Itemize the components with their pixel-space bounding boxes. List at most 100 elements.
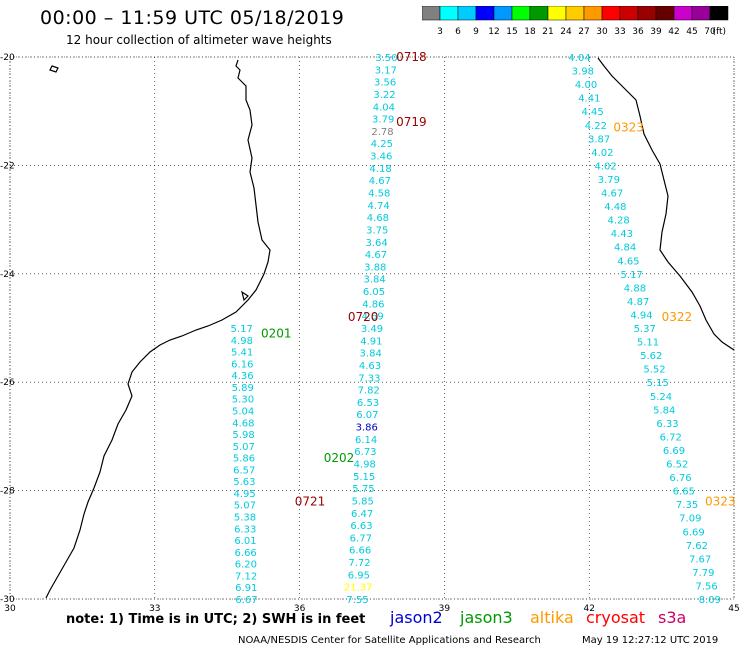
- altimeter-tracks: 3.503.173.563.224.043.792.784.253.464.18…: [231, 53, 721, 606]
- wave-height-value: 4.00: [575, 80, 597, 91]
- wave-height-value: 4.45: [581, 107, 603, 118]
- wave-height-value: 3.87: [588, 134, 610, 145]
- wave-height-value: 6.57: [233, 465, 255, 476]
- wave-height-value: 7.82: [358, 386, 380, 397]
- wave-height-value: 5.37: [634, 324, 656, 335]
- pass-time-label: 0322: [662, 310, 693, 324]
- wave-height-value: 7.56: [695, 581, 717, 592]
- wave-height-value: 3.22: [373, 90, 395, 101]
- wave-height-value: 6.95: [348, 570, 370, 581]
- color-scale-swatch: [475, 5, 495, 21]
- wave-height-value: 3.84: [363, 275, 385, 286]
- wave-height-value: 3.79: [372, 115, 394, 126]
- wave-height-value: 5.24: [650, 392, 672, 403]
- color-scale-label: 36: [632, 27, 644, 37]
- color-scale-swatch: [547, 5, 567, 21]
- color-scale-legend: 3 6 9 12 15 18 21 24 27 30 33 36 39 42 45 70 (ft): [421, 5, 732, 46]
- wave-height-value: 3.17: [375, 65, 397, 76]
- wave-height-value: 7.67: [689, 554, 711, 565]
- wave-height-value: 3.46: [370, 152, 392, 163]
- wave-height-value: 7.09: [679, 514, 701, 525]
- color-scale-label: 3: [437, 27, 443, 37]
- satellite-legend-cryosat: cryosat: [586, 608, 646, 627]
- color-scale-swatch: [673, 5, 693, 21]
- wave-height-value: 4.91: [360, 336, 382, 347]
- color-scale-swatch: [457, 5, 477, 21]
- wave-height-value: 6.69: [682, 527, 704, 538]
- satellite-legend-s3a: s3a: [658, 608, 687, 627]
- color-scale-label: 42: [668, 27, 679, 37]
- y-tick-label: -30: [0, 595, 15, 605]
- wave-height-value: 4.63: [359, 361, 381, 372]
- wave-height-value: 6.53: [357, 398, 379, 409]
- wave-height-value: 5.89: [232, 383, 254, 394]
- wave-height-value: 5.07: [233, 442, 255, 453]
- wave-height-value: 3.98: [572, 67, 594, 78]
- wave-height-value: 6.01: [234, 536, 256, 547]
- wave-height-value: 5.85: [352, 496, 374, 507]
- wave-height-value: 21.37: [344, 583, 373, 594]
- color-scale-label: 18: [524, 27, 536, 37]
- color-scale-label: 39: [650, 27, 662, 37]
- pass-time-label: 0323: [705, 494, 736, 508]
- wave-height-value: 7.33: [358, 373, 380, 384]
- wave-height-value: 6.47: [351, 509, 373, 520]
- wave-height-value: 4.68: [232, 418, 254, 429]
- color-scale-label: 30: [596, 27, 608, 37]
- x-tick-label: 39: [439, 604, 451, 614]
- x-tick-label: 30: [4, 604, 16, 614]
- color-scale-label: 24: [560, 27, 572, 37]
- color-scale-swatch: [529, 5, 549, 21]
- wave-height-value: 3.88: [364, 262, 386, 273]
- satellite-legend-altika: altika: [530, 608, 574, 627]
- wave-height-value: 7.55: [346, 595, 368, 606]
- wave-height-value: 6.76: [669, 473, 691, 484]
- color-scale-label: 27: [578, 27, 589, 37]
- wave-height-value: 6.72: [660, 432, 682, 443]
- wave-height-value: 4.86: [362, 299, 384, 310]
- wave-height-value: 4.67: [601, 189, 623, 200]
- x-tick-label: 33: [149, 604, 160, 614]
- wave-height-value: 4.58: [368, 189, 390, 200]
- wave-height-value: 4.67: [369, 176, 391, 187]
- wave-height-value: 4.94: [630, 310, 652, 321]
- x-axis-tick-labels: 30 33 36 39 42 45: [4, 604, 739, 614]
- wave-height-value: 5.17: [231, 324, 253, 335]
- pass-time-label: 0721: [295, 494, 326, 508]
- color-scale-swatch: [493, 5, 513, 21]
- wave-height-value: 6.33: [656, 419, 678, 430]
- map-grid: [9, 56, 735, 600]
- credit-text: NOAA/NESDIS Center for Satellite Applica…: [238, 635, 541, 646]
- satellite-legend-jason2: jason2: [390, 608, 443, 627]
- wave-height-value: 5.07: [234, 501, 256, 512]
- satellite-legend-jason3: jason3: [460, 608, 513, 627]
- color-scale-label: 33: [614, 27, 625, 37]
- wave-height-value: 4.04: [373, 102, 395, 113]
- wave-height-value: 5.41: [231, 348, 253, 359]
- wave-height-value: 5.15: [353, 472, 375, 483]
- wave-height-value: 4.25: [371, 139, 393, 150]
- wave-height-value: 4.74: [367, 201, 389, 212]
- wave-height-value: 6.07: [356, 410, 378, 421]
- wave-height-value: 4.18: [369, 164, 391, 175]
- color-scale-swatch: [511, 5, 531, 21]
- wave-height-value: 6.91: [235, 583, 257, 594]
- color-scale-swatch: [709, 5, 729, 21]
- color-scale-bar: 3 6 9 12 15 18 21 24 27 30 33 36 39 42 45 70(ft): [421, 5, 729, 37]
- wave-height-value: 6.65: [673, 487, 695, 498]
- y-tick-label: -28: [0, 487, 15, 497]
- x-tick-label: 36: [294, 604, 306, 614]
- wave-height-value: 6.33: [234, 524, 256, 535]
- wave-height-value: 4.88: [624, 283, 646, 294]
- y-tick-label: -22: [0, 161, 15, 171]
- wave-height-value: 4.68: [367, 213, 389, 224]
- wave-height-value: 4.65: [617, 256, 639, 267]
- wave-height-value: 4.22: [585, 121, 607, 132]
- wave-height-value: 4.95: [233, 489, 255, 500]
- wave-height-value: 5.52: [643, 365, 665, 376]
- color-scale-swatch: [583, 5, 603, 21]
- color-scale-swatch: [619, 5, 639, 21]
- color-scale-swatch: [421, 5, 441, 21]
- wave-height-value: 6.73: [354, 447, 376, 458]
